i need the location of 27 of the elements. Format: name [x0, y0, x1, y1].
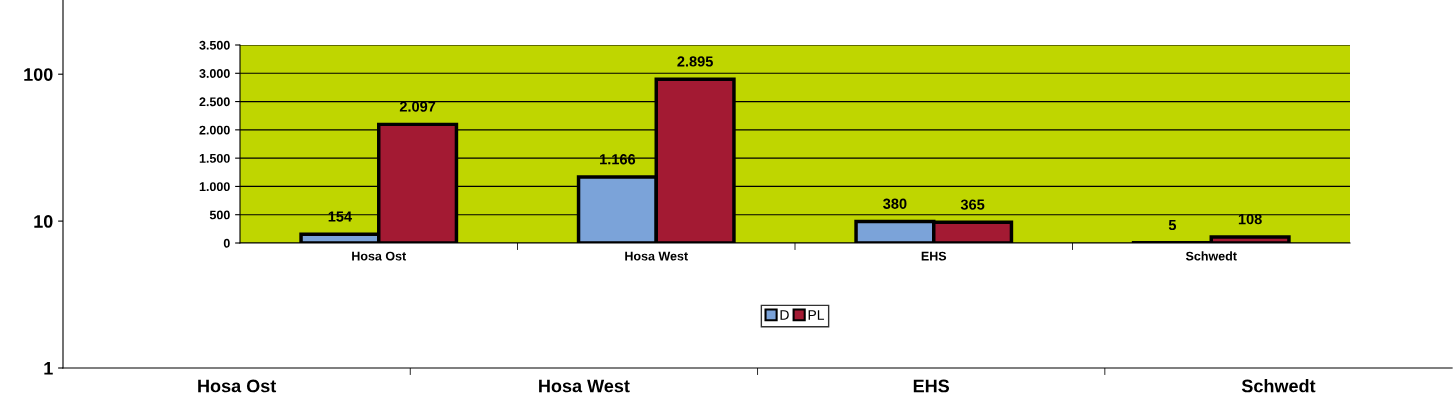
- legend-label: PL: [808, 310, 825, 320]
- x-tick-label: EHS: [913, 379, 950, 393]
- x-tick-label: EHS: [921, 251, 947, 261]
- y-tick-label: 0: [223, 238, 230, 248]
- x-tick-label: Hosa Ost: [352, 251, 407, 261]
- x-tick-label: Schwedt: [1185, 251, 1237, 261]
- data-label: 5: [1168, 219, 1177, 231]
- y-tick-label: 2.500: [199, 97, 230, 107]
- data-label: 108: [1238, 213, 1262, 225]
- y-tick-label: 1.000: [199, 182, 230, 192]
- x-tick-label: Hosa Ost: [198, 379, 277, 393]
- x-tick-label: Hosa West: [625, 251, 688, 261]
- y-tick-label: 3.500: [199, 40, 230, 50]
- data-label: 380: [883, 198, 907, 209]
- data-label: 2.097: [399, 101, 436, 112]
- data-label: 2.895: [677, 56, 713, 67]
- y-tick-label: 2.000: [199, 125, 230, 135]
- data-label: 365: [960, 199, 985, 210]
- x-tick-label: Schwedt: [1241, 379, 1316, 393]
- x-tick-label: Hosa West: [539, 379, 630, 393]
- y-tick-label: 100: [24, 68, 53, 81]
- y-tick-label: 500: [209, 210, 230, 220]
- legend-label: D: [780, 310, 789, 320]
- y-tick-label: 3.000: [199, 69, 230, 78]
- y-tick-label: 1: [44, 362, 53, 375]
- y-tick-label: 1.500: [199, 153, 230, 163]
- y-tick-label: 10: [34, 215, 53, 228]
